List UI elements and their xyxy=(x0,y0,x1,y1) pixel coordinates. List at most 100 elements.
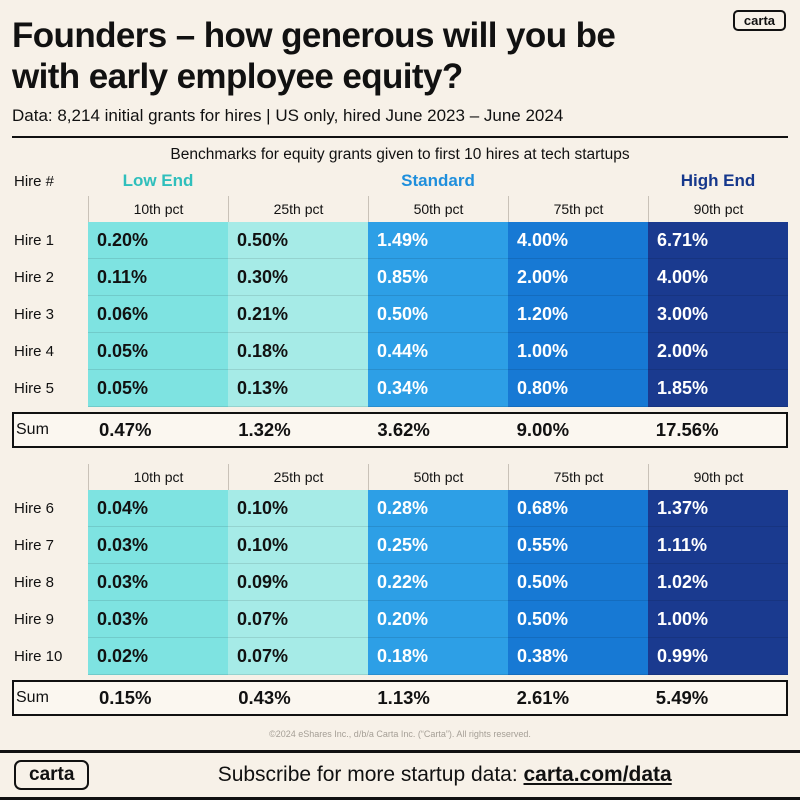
title-line-1: Founders – how generous will you be xyxy=(12,16,616,55)
cell-90th-pct: 4.00% xyxy=(648,259,788,297)
cell-90th-pct: 6.71% xyxy=(648,222,788,260)
cell-10th-pct: 0.03% xyxy=(88,601,228,639)
sum-25th-pct: 1.32% xyxy=(238,419,291,441)
row-label: Hire 7 xyxy=(14,537,55,555)
table-caption: Benchmarks for equity grants given to fi… xyxy=(170,146,630,164)
row-label: Hire 2 xyxy=(14,269,55,287)
cell-75th-pct: 4.00% xyxy=(508,222,648,260)
percentile-header-row: 10th pct 25th pct 50th pct 75th pct 90th… xyxy=(12,196,788,223)
table-row-hire-7: Hire 7 0.03% 0.10% 0.25% 0.55% 1.11% xyxy=(12,527,788,565)
percentile-header-row-2: 10th pct 25th pct 50th pct 75th pct 90th… xyxy=(12,464,788,491)
col-header-90th-pct: 90th pct xyxy=(648,196,788,223)
sum-10th-pct: 0.47% xyxy=(99,419,152,441)
high-end-header: High End xyxy=(680,171,756,191)
table-row-hire-1: Hire 1 0.20% 0.50% 1.49% 4.00% 6.71% xyxy=(12,222,788,260)
cell-10th-pct: 0.11% xyxy=(88,259,228,297)
band-header-row: Hire # Low End Standard High End xyxy=(12,166,788,196)
col-header-25th-pct: 25th pct xyxy=(228,464,368,491)
cell-90th-pct: 1.37% xyxy=(648,490,788,528)
cell-25th-pct: 0.21% xyxy=(228,296,368,334)
row-label: Hire 5 xyxy=(14,380,55,398)
carta-logo-badge-top: carta xyxy=(732,10,786,31)
copyright-text: ©2024 eShares Inc., d/b/a Carta Inc. (“C… xyxy=(269,729,531,740)
table-row-hire-10: Hire 10 0.02% 0.07% 0.18% 0.38% 0.99% xyxy=(12,638,788,676)
row-label: Hire 3 xyxy=(14,306,55,324)
table-row-hire-3: Hire 3 0.06% 0.21% 0.50% 1.20% 3.00% xyxy=(12,296,788,334)
cell-25th-pct: 0.07% xyxy=(228,601,368,639)
cell-25th-pct: 0.10% xyxy=(228,490,368,528)
col-header-90th-pct: 90th pct xyxy=(648,464,788,491)
cell-25th-pct: 0.30% xyxy=(228,259,368,297)
empty-corner xyxy=(12,464,88,490)
col-header-10th-pct: 10th pct xyxy=(88,196,228,223)
cell-75th-pct: 0.68% xyxy=(508,490,648,528)
col-header-75th-pct: 75th pct xyxy=(508,464,648,491)
subscribe-text: Subscribe for more startup data: carta.c… xyxy=(103,763,786,787)
col-header-25th-pct: 25th pct xyxy=(228,196,368,223)
cell-50th-pct: 0.44% xyxy=(368,333,508,371)
cell-90th-pct: 2.00% xyxy=(648,333,788,371)
sum-90th-pct: 5.49% xyxy=(655,687,709,709)
sum-label: Sum xyxy=(16,689,49,707)
cell-50th-pct: 0.28% xyxy=(368,490,508,528)
col-header-10th-pct: 10th pct xyxy=(88,464,228,491)
table-row-hire-2: Hire 2 0.11% 0.30% 0.85% 2.00% 4.00% xyxy=(12,259,788,297)
table-row-hire-9: Hire 9 0.03% 0.07% 0.20% 0.50% 1.00% xyxy=(12,601,788,639)
sum-label: Sum xyxy=(16,421,49,439)
subscribe-prefix: Subscribe for more startup data: xyxy=(217,763,524,786)
col-header-75th-pct: 75th pct xyxy=(508,196,648,223)
sum-50th-pct: 3.62% xyxy=(377,419,430,441)
cell-90th-pct: 1.85% xyxy=(648,370,788,408)
cell-75th-pct: 0.80% xyxy=(508,370,648,408)
table-row-hire-6: Hire 6 0.04% 0.10% 0.28% 0.68% 1.37% xyxy=(12,490,788,528)
cell-75th-pct: 0.50% xyxy=(508,564,648,602)
cell-50th-pct: 1.49% xyxy=(368,222,508,260)
cell-50th-pct: 0.20% xyxy=(368,601,508,639)
row-label: Hire 8 xyxy=(14,574,55,592)
cell-10th-pct: 0.02% xyxy=(88,638,228,676)
col-header-50th-pct: 50th pct xyxy=(368,464,508,491)
cell-75th-pct: 0.55% xyxy=(508,527,648,565)
cell-75th-pct: 1.00% xyxy=(508,333,648,371)
cell-10th-pct: 0.03% xyxy=(88,564,228,602)
sum-10th-pct: 0.15% xyxy=(99,687,152,709)
cell-10th-pct: 0.05% xyxy=(88,333,228,371)
cell-75th-pct: 0.50% xyxy=(508,601,648,639)
sum-50th-pct: 1.13% xyxy=(377,687,430,709)
cell-25th-pct: 0.09% xyxy=(228,564,368,602)
row-label: Hire 4 xyxy=(14,343,55,361)
divider-rule xyxy=(12,136,788,139)
bottom-bar: carta Subscribe for more startup data: c… xyxy=(0,750,800,800)
cell-90th-pct: 1.02% xyxy=(648,564,788,602)
sum-75th-pct: 9.00% xyxy=(516,419,570,441)
cell-90th-pct: 1.00% xyxy=(648,601,788,639)
sum-75th-pct: 2.61% xyxy=(516,687,570,709)
cell-10th-pct: 0.20% xyxy=(88,222,228,260)
cell-50th-pct: 0.34% xyxy=(368,370,508,408)
row-label: Hire 1 xyxy=(14,232,55,250)
cell-50th-pct: 0.22% xyxy=(368,564,508,602)
cell-25th-pct: 0.50% xyxy=(228,222,368,260)
table-row-hire-4: Hire 4 0.05% 0.18% 0.44% 1.00% 2.00% xyxy=(12,333,788,371)
table-row-hire-5: Hire 5 0.05% 0.13% 0.34% 0.80% 1.85% xyxy=(12,370,788,408)
subscribe-link[interactable]: carta.com/data xyxy=(523,763,672,786)
row-label: Hire 6 xyxy=(14,500,55,518)
cell-90th-pct: 0.99% xyxy=(648,638,788,676)
cell-50th-pct: 0.25% xyxy=(368,527,508,565)
carta-logo-badge-bottom: carta xyxy=(14,760,90,790)
cell-75th-pct: 1.20% xyxy=(508,296,648,334)
title-line-2: with early employee equity? xyxy=(12,56,463,96)
cell-25th-pct: 0.13% xyxy=(228,370,368,408)
sum-row-table-2: Sum 0.15% 0.43% 1.13% 2.61% 5.49% xyxy=(12,680,788,717)
cell-10th-pct: 0.05% xyxy=(88,370,228,408)
table-row-hire-8: Hire 8 0.03% 0.09% 0.22% 0.50% 1.02% xyxy=(12,564,788,602)
empty-corner xyxy=(12,196,88,222)
cell-50th-pct: 0.18% xyxy=(368,638,508,676)
sum-row-table-1: Sum 0.47% 1.32% 3.62% 9.00% 17.56% xyxy=(12,412,788,449)
cell-90th-pct: 3.00% xyxy=(648,296,788,334)
cell-10th-pct: 0.03% xyxy=(88,527,228,565)
standard-header: Standard xyxy=(401,171,475,191)
data-source-subtitle: Data: 8,214 initial grants for hires | U… xyxy=(12,106,564,126)
cell-90th-pct: 1.11% xyxy=(648,527,788,565)
